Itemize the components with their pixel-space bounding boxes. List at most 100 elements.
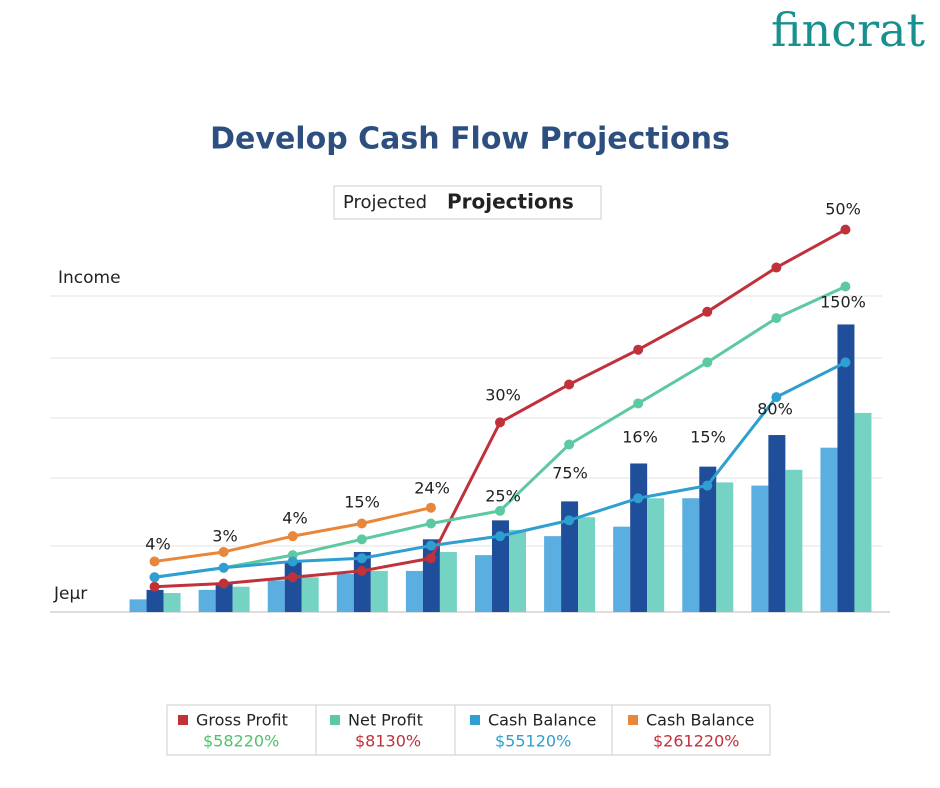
- marker: [495, 531, 505, 542]
- legend-label: Gross Profit: [196, 711, 288, 730]
- legend-swatch: [470, 715, 480, 725]
- annotation: 24%: [414, 479, 450, 498]
- bar: [492, 520, 509, 612]
- marker: [356, 534, 367, 545]
- legend-label: Cash Balance: [646, 711, 754, 730]
- marker: [425, 518, 436, 529]
- legend-swatch: [178, 715, 188, 725]
- marker: [356, 565, 367, 576]
- marker: [702, 480, 713, 491]
- bar: [768, 435, 786, 612]
- marker: [218, 562, 229, 573]
- marker: [149, 572, 160, 583]
- bar: [509, 529, 526, 612]
- bar: [439, 551, 457, 612]
- bar: [370, 570, 388, 612]
- bar: [699, 466, 717, 612]
- legend-value: $8130%: [355, 732, 421, 751]
- logo: fincrat: [771, 3, 925, 57]
- bar: [682, 498, 700, 612]
- legend-value: $55120%: [495, 732, 571, 751]
- bar: [785, 469, 803, 612]
- bar: [647, 498, 665, 612]
- bar: [353, 551, 371, 612]
- bar: [267, 580, 285, 612]
- marker: [564, 379, 575, 390]
- annotation: 15%: [690, 428, 726, 447]
- marker: [702, 306, 713, 317]
- annotation: 150%: [820, 293, 866, 312]
- bar: [198, 589, 216, 612]
- annotation: 50%: [825, 200, 861, 219]
- bar: [578, 517, 596, 612]
- legend-swatch: [628, 715, 638, 725]
- bar: [716, 482, 734, 612]
- chart-title-box: [333, 185, 602, 220]
- bar: [475, 555, 492, 612]
- marker: [356, 553, 367, 564]
- marker: [633, 493, 644, 504]
- annotation: 3%: [212, 527, 237, 546]
- bar: [301, 577, 319, 612]
- annotation: 15%: [344, 493, 380, 512]
- marker: [495, 505, 505, 516]
- bar: [751, 485, 769, 612]
- marker: [495, 417, 505, 428]
- marker: [840, 281, 851, 292]
- bar: [146, 589, 164, 612]
- marker: [425, 502, 436, 513]
- bar: [854, 412, 872, 612]
- bar: [284, 561, 302, 612]
- bar: [163, 593, 181, 612]
- marker: [356, 518, 367, 529]
- marker: [564, 439, 575, 450]
- chart-title-bold: Projections: [447, 190, 574, 214]
- marker: [287, 556, 298, 567]
- annotation: 16%: [622, 428, 658, 447]
- annotation: 25%: [485, 487, 521, 506]
- y-axis-label: Income: [58, 268, 121, 288]
- marker: [218, 546, 229, 557]
- marker: [425, 540, 436, 551]
- marker: [633, 398, 644, 409]
- bar: [129, 599, 147, 612]
- legend-label: Cash Balance: [488, 711, 596, 730]
- marker: [564, 515, 575, 526]
- marker: [771, 392, 782, 403]
- annotation: 80%: [757, 400, 793, 419]
- legend-value: $58220%: [203, 732, 279, 751]
- marker: [287, 531, 298, 542]
- legend-label: Net Profit: [348, 711, 423, 730]
- annotation: 4%: [282, 509, 307, 528]
- marker: [149, 581, 160, 592]
- bar: [215, 583, 233, 612]
- bar: [405, 570, 423, 612]
- bar: [232, 586, 250, 612]
- bar: [544, 536, 562, 612]
- legend-box: [166, 704, 771, 756]
- chart-title: Projected: [343, 192, 427, 213]
- marker: [425, 553, 436, 564]
- bar: [820, 447, 838, 612]
- marker: [771, 262, 782, 273]
- annotation: 75%: [552, 464, 588, 483]
- marker: [218, 578, 229, 589]
- x-axis-label: Jeμr: [53, 584, 87, 604]
- marker: [149, 556, 160, 567]
- bar: [613, 526, 631, 612]
- bar: [630, 463, 648, 612]
- page-title: Develop Cash Flow Projections: [210, 122, 730, 157]
- annotation: 30%: [485, 386, 521, 405]
- bar: [561, 501, 579, 612]
- legend-swatch: [330, 715, 340, 725]
- annotation: 4%: [145, 535, 170, 554]
- marker: [840, 357, 851, 368]
- legend-value: $261220%: [653, 732, 739, 751]
- marker: [840, 224, 851, 235]
- bar: [837, 324, 855, 612]
- marker: [771, 313, 782, 324]
- bar: [336, 574, 354, 612]
- marker: [702, 357, 713, 368]
- marker: [287, 572, 298, 583]
